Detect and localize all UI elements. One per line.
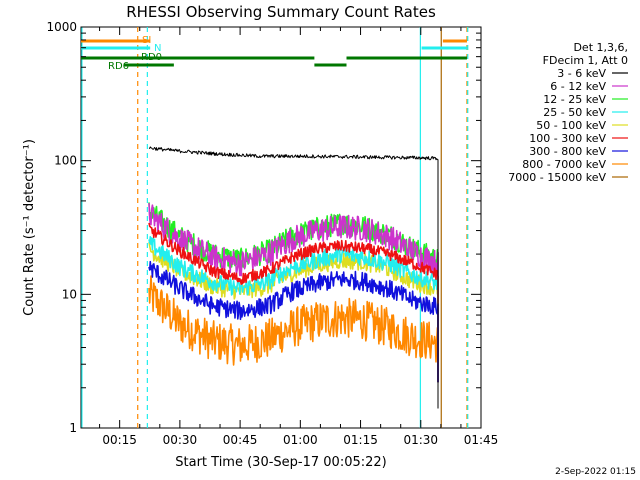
y-tick-label: 10 bbox=[62, 287, 77, 301]
legend-entry-label: 800 - 7000 keV bbox=[522, 158, 606, 171]
plot-area bbox=[80, 26, 482, 429]
legend-header: FDecim 1, Att 0 bbox=[543, 54, 628, 67]
x-tick-label: 01:45 bbox=[464, 433, 499, 447]
x-tick-label: 01:15 bbox=[343, 433, 378, 447]
legend-entry-label: 3 - 6 keV bbox=[557, 67, 606, 80]
plot-frame bbox=[80, 26, 482, 429]
legend-header: Det 1,3,6, bbox=[573, 41, 628, 54]
series-layer bbox=[148, 146, 439, 409]
chart-title: RHESSI Observing Summary Count Rates bbox=[126, 3, 436, 21]
legend-entry-label: 7000 - 15000 keV bbox=[508, 171, 606, 184]
x-tick-label: 01:30 bbox=[403, 433, 438, 447]
y-tick-label: 1 bbox=[69, 421, 77, 435]
x-axis-label: Start Time (30-Sep-17 00:05:22) bbox=[175, 455, 386, 470]
legend-entry-label: 6 - 12 keV bbox=[550, 80, 606, 93]
x-tick-label: 00:45 bbox=[223, 433, 258, 447]
bar-label-n: N bbox=[154, 43, 161, 54]
series-800-7000keV bbox=[148, 275, 439, 383]
x-tick-label: 00:30 bbox=[163, 433, 198, 447]
y-tick-label: 100 bbox=[54, 154, 77, 168]
series-6-12keV bbox=[148, 203, 439, 383]
legend-entry-label: 300 - 800 keV bbox=[529, 145, 606, 158]
legend-entry-label: 50 - 100 keV bbox=[536, 119, 606, 132]
series-300-800keV bbox=[148, 260, 439, 383]
x-tick-label: 01:00 bbox=[283, 433, 318, 447]
legend-entry-label: 100 - 300 keV bbox=[529, 132, 606, 145]
axes: 00:15 00:30 00:45 01:00 01:15 01:30 01:45 1 10 10… bbox=[46, 20, 498, 447]
bar-label-rd0: RD0 bbox=[141, 52, 162, 63]
legend-entry-label: 12 - 25 keV bbox=[543, 93, 606, 106]
y-axis-label: Count Rate (s⁻¹ detector⁻¹) bbox=[22, 139, 37, 316]
y-tick-label: 1000 bbox=[46, 20, 77, 34]
x-tick-label: 00:15 bbox=[102, 433, 137, 447]
bar-label-si: SI bbox=[142, 35, 151, 46]
bar-label-rd6: RD6 bbox=[108, 61, 129, 72]
series-25-50keV bbox=[148, 236, 439, 383]
series-100-300keV bbox=[148, 222, 439, 383]
footer-timestamp: 2-Sep-2022 01:15 bbox=[555, 467, 636, 477]
legend-entry-label: 25 - 50 keV bbox=[543, 106, 606, 119]
series-3-6keV bbox=[148, 146, 439, 409]
vertical-markers bbox=[81, 27, 469, 428]
